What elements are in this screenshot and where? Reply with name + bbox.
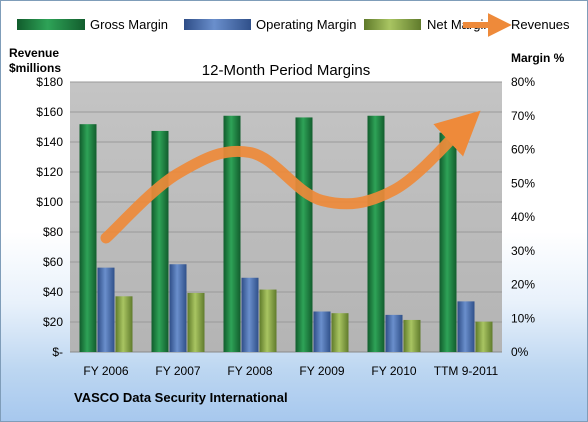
left-axis-tick-label: $60: [43, 255, 63, 269]
category-label: FY 2010: [371, 364, 416, 378]
legend-net-label: Net Margin: [427, 17, 491, 32]
gross-margin-bar: [439, 132, 457, 352]
left-axis-tick-label: $-: [52, 345, 63, 359]
gross-margin-bar: [79, 124, 97, 352]
category-label: FY 2009: [299, 364, 344, 378]
right-axis-ticks: 0% 10% 20% 30% 40% 50% 60% 70% 80%: [511, 75, 535, 359]
left-axis-tick-label: $160: [36, 105, 63, 119]
net-margin-bar: [115, 296, 133, 352]
gridlines: [70, 81, 502, 353]
legend: Gross Margin Operating Margin Net Margin…: [17, 13, 570, 37]
gross-margin-bar: [367, 115, 385, 352]
operating-margin-bar: [97, 267, 115, 352]
company-name: VASCO Data Security International: [74, 390, 288, 405]
net-margin-bar: [259, 289, 277, 352]
left-axis-tick-label: $80: [43, 225, 63, 239]
net-margin-bar: [187, 292, 205, 352]
gross-margin-bar: [223, 115, 241, 352]
gross-margin-bar: [295, 117, 313, 352]
left-axis-title-line2: $millions: [9, 61, 61, 75]
right-axis-tick-label: 50%: [511, 176, 535, 190]
chart-title: 12-Month Period Margins: [202, 62, 370, 79]
right-axis-tick-label: 40%: [511, 210, 535, 224]
right-axis-tick-label: 20%: [511, 278, 535, 292]
left-axis-tick-label: $140: [36, 135, 63, 149]
legend-swatch-gross: [17, 19, 85, 30]
right-axis-tick-label: 80%: [511, 75, 535, 89]
bar-series: [79, 115, 493, 352]
legend-operating-label: Operating Margin: [256, 17, 356, 32]
legend-gross-label: Gross Margin: [90, 17, 168, 32]
left-axis-title-line1: Revenue: [9, 46, 59, 60]
legend-swatch-net: [364, 19, 421, 30]
left-axis-tick-label: $40: [43, 285, 63, 299]
operating-margin-bar: [457, 301, 475, 352]
category-label: TTM 9-2011: [434, 364, 499, 378]
legend-revenues-label: Revenues: [511, 17, 570, 32]
right-axis-tick-label: 0%: [511, 345, 529, 359]
left-axis-ticks: $- $20 $40 $60 $80 $100 $120 $140 $160 $180: [36, 75, 63, 359]
right-axis-title: Margin %: [511, 51, 565, 65]
left-axis-tick-label: $120: [36, 165, 63, 179]
net-margin-bar: [331, 313, 349, 352]
right-axis-tick-label: 60%: [511, 143, 535, 157]
operating-margin-bar: [385, 314, 403, 352]
category-label: FY 2007: [155, 364, 200, 378]
revenue-line: [100, 110, 481, 244]
category-label: FY 2006: [83, 364, 128, 378]
operating-margin-bar: [313, 311, 331, 352]
gross-margin-bar: [151, 130, 169, 352]
operating-margin-bar: [169, 264, 187, 352]
net-margin-bar: [403, 319, 421, 352]
right-axis-tick-label: 70%: [511, 109, 535, 123]
right-axis-tick-label: 10%: [511, 311, 535, 325]
operating-margin-bar: [241, 277, 259, 352]
left-axis-tick-label: $180: [36, 75, 63, 89]
category-label: FY 2008: [227, 364, 272, 378]
right-axis-tick-label: 30%: [511, 244, 535, 258]
legend-swatch-operating: [184, 19, 251, 30]
net-margin-bar: [475, 321, 493, 352]
category-labels: FY 2006 FY 2007 FY 2008 FY 2009 FY 2010 TTM 9…: [83, 364, 498, 378]
left-axis-tick-label: $20: [43, 315, 63, 329]
left-axis-tick-label: $100: [36, 195, 63, 209]
revenues-line: [100, 110, 481, 244]
plot-area: [70, 82, 502, 352]
